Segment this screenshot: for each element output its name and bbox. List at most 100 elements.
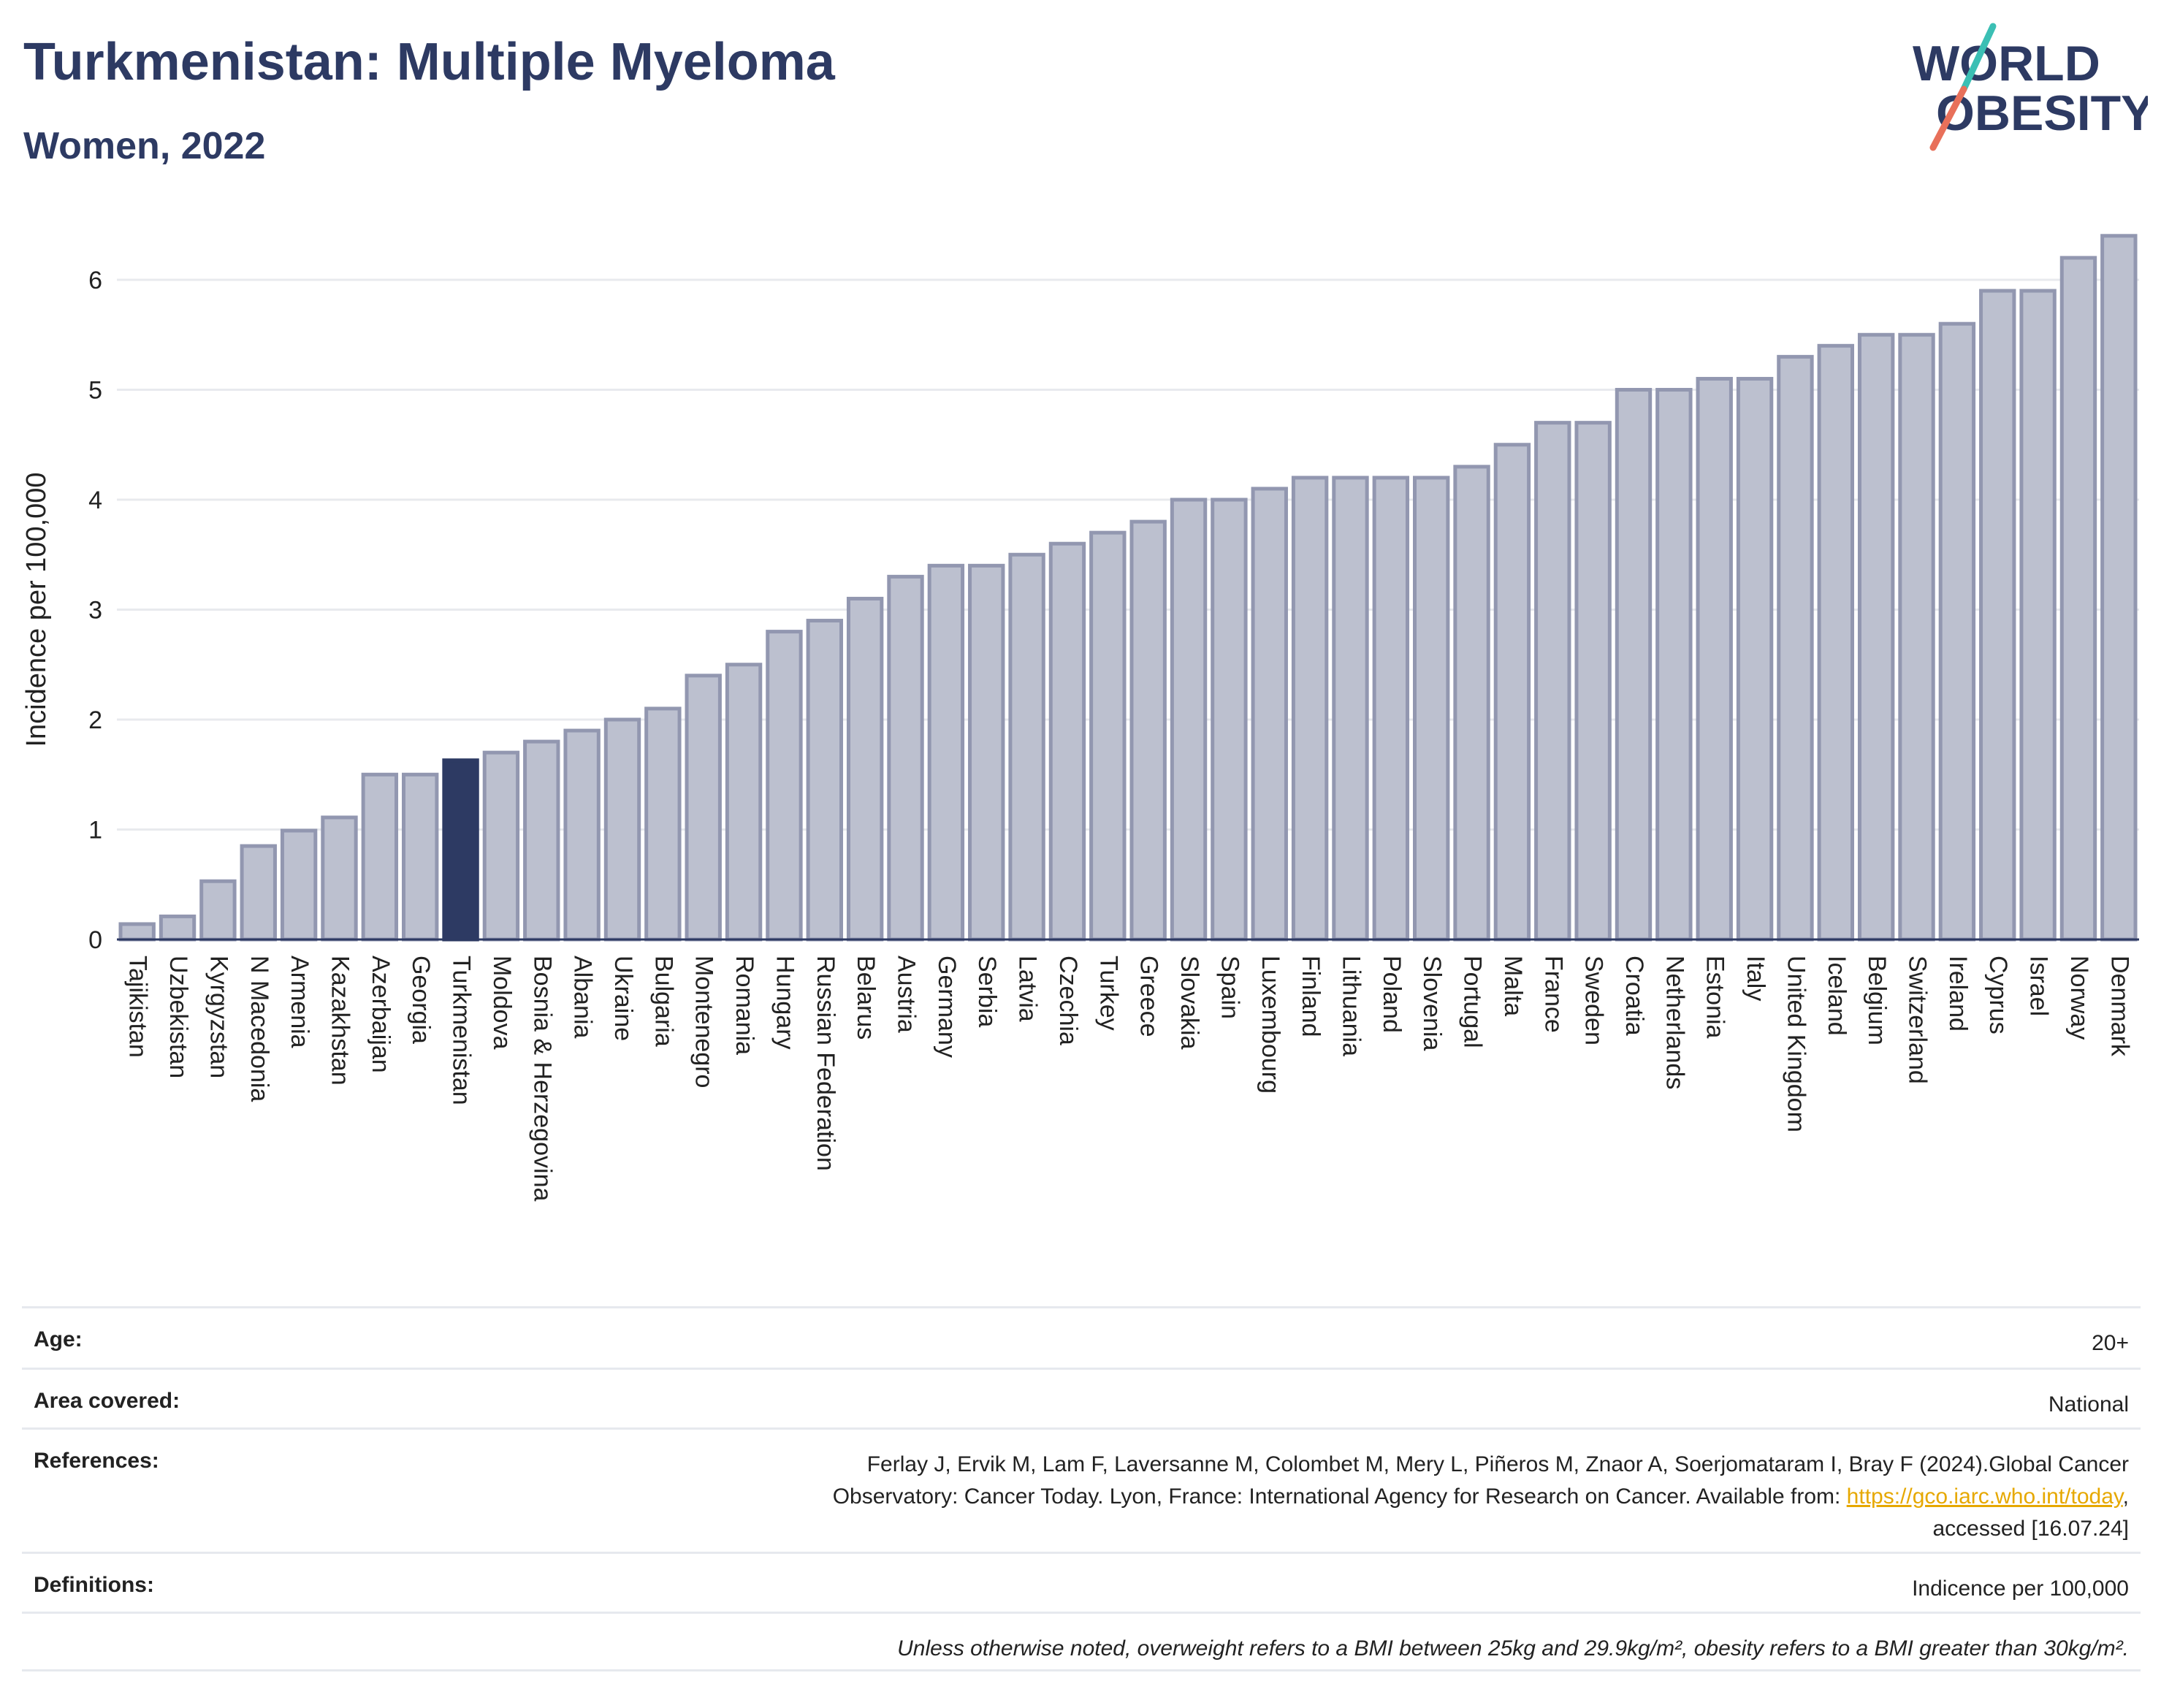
references-value: Ferlay J, Ervik M, Lam F, Laversanne M, …: [832, 1452, 2129, 1541]
bar: [846, 596, 884, 942]
y-tick-label: 3: [88, 597, 102, 625]
x-tick-label: France: [1539, 956, 1567, 1033]
y-axis-label: Incidence per 100,000: [21, 472, 52, 747]
x-tick-label: N Macedonia: [245, 956, 273, 1102]
x-tick-label: Czechia: [1054, 956, 1082, 1045]
bar: [1534, 421, 1571, 942]
bars: [118, 234, 2138, 942]
bar: [1008, 552, 1045, 942]
bar: [2059, 256, 2097, 942]
bar: [766, 630, 803, 942]
bar: [1089, 530, 1127, 942]
bar: [1251, 487, 1288, 942]
references-label: References:: [34, 1449, 159, 1473]
y-tick-label: 1: [88, 817, 102, 845]
bar: [361, 772, 399, 942]
x-tick-label: Uzbekistan: [164, 956, 192, 1078]
bar: [1655, 388, 1693, 942]
bar: [1048, 541, 1086, 942]
bar: [563, 728, 601, 942]
bar: [118, 922, 156, 942]
x-tick-label: Kyrgyzstan: [205, 956, 232, 1078]
bar: [887, 574, 924, 942]
world-obesity-logo: WORLD OBESITY: [1913, 23, 2148, 151]
bmi-note: Unless otherwise noted, overweight refer…: [897, 1636, 2129, 1661]
x-tick-label: Slovakia: [1175, 956, 1203, 1050]
x-tick-label: Turkey: [1094, 956, 1122, 1031]
bar: [1493, 443, 1531, 942]
x-tick-label: Portugal: [1459, 956, 1487, 1048]
x-tick-label: Georgia: [407, 956, 435, 1044]
x-tick-label: Greece: [1135, 956, 1163, 1037]
y-tick-label: 2: [88, 706, 102, 734]
bar: [644, 706, 682, 942]
age-label: Age:: [34, 1327, 83, 1351]
x-tick-label: Azerbaijan: [367, 956, 395, 1073]
x-tick-label: Serbia: [973, 956, 1001, 1027]
x-tick-label: Italy: [1742, 956, 1769, 1001]
bar: [1736, 376, 1774, 942]
x-tick-label: Romania: [731, 956, 758, 1055]
references-line-3: accessed [16.07.24]: [1932, 1517, 2129, 1541]
bar: [2100, 234, 2138, 942]
area-label: Area covered:: [34, 1389, 180, 1413]
definitions-value: Indicence per 100,000: [1912, 1577, 2129, 1601]
bar: [806, 619, 843, 942]
bar: [725, 663, 763, 942]
bar: [1129, 519, 1167, 942]
x-tick-label: Belarus: [852, 956, 880, 1040]
bar: [1453, 465, 1490, 942]
y-axis-ticks: 0 1 2 3 4 5 6: [88, 267, 102, 954]
x-tick-label: Hungary: [771, 956, 799, 1050]
logo-line-2: OBESITY: [1936, 85, 2148, 141]
logo-line-1: WORLD: [1913, 36, 2100, 91]
bar: [1413, 476, 1450, 942]
bar-chart: 0 1 2 3 4 5 6 Tajikistan Uzbekistan Kyrgyzstan N …: [21, 234, 2139, 1202]
references-line-1: Ferlay J, Ervik M, Lam F, Laversanne M, …: [866, 1452, 2129, 1476]
bar: [1696, 376, 1733, 942]
bar: [603, 717, 641, 942]
x-tick-label: Moldova: [488, 956, 516, 1050]
bar: [199, 879, 237, 942]
x-tick-label: Estonia: [1701, 956, 1729, 1038]
bar: [1817, 343, 1854, 942]
info-table: Age: 20+ Area covered: National Referenc…: [22, 1306, 2141, 1671]
x-tick-label: Slovenia: [1418, 956, 1446, 1051]
bar: [240, 844, 277, 942]
page-subtitle: Women, 2022: [23, 125, 266, 167]
info-row-references: References: Ferlay J, Ervik M, Lam F, La…: [22, 1427, 2141, 1552]
x-tick-label: Israel: [2025, 956, 2053, 1016]
bar: [1979, 289, 2016, 942]
page-title: Turkmenistan: Multiple Myeloma: [23, 33, 835, 91]
bar: [1615, 388, 1653, 942]
x-tick-label: Cyprus: [1984, 956, 2012, 1034]
x-tick-label: Belgium: [1863, 956, 1891, 1045]
bar: [1332, 476, 1369, 942]
x-tick-label: United Kingdom: [1782, 956, 1810, 1132]
x-tick-label: Switzerland: [1904, 956, 1932, 1084]
y-tick-label: 6: [88, 267, 102, 294]
bar: [1170, 497, 1208, 942]
x-tick-label: Albania: [569, 956, 597, 1039]
info-row-area: Area covered: National: [22, 1368, 2141, 1427]
bar: [1211, 497, 1248, 942]
x-tick-label: Latvia: [1014, 956, 1042, 1022]
x-tick-label: Bosnia & Herzegovina: [528, 956, 556, 1202]
bar: [159, 914, 197, 942]
logo-slash-bottom: [1929, 85, 1967, 151]
bar: [1291, 476, 1329, 942]
bar: [1574, 421, 1612, 942]
references-link[interactable]: https://gco.iarc.who.int/today: [1846, 1484, 2123, 1509]
x-tick-label: Denmark: [2105, 956, 2133, 1057]
references-line-2: Observatory: Cancer Today. Lyon, France:…: [832, 1484, 1847, 1509]
bar: [927, 563, 965, 942]
x-tick-label: Bulgaria: [649, 956, 677, 1047]
bar: [523, 739, 560, 942]
bar: [280, 828, 318, 942]
x-tick-label: Finland: [1297, 956, 1325, 1037]
y-tick-label: 5: [88, 377, 102, 405]
logo-slash-top: [1960, 23, 1997, 93]
bar: [482, 750, 520, 942]
bar: [321, 815, 358, 942]
x-tick-label: Croatia: [1620, 956, 1648, 1036]
